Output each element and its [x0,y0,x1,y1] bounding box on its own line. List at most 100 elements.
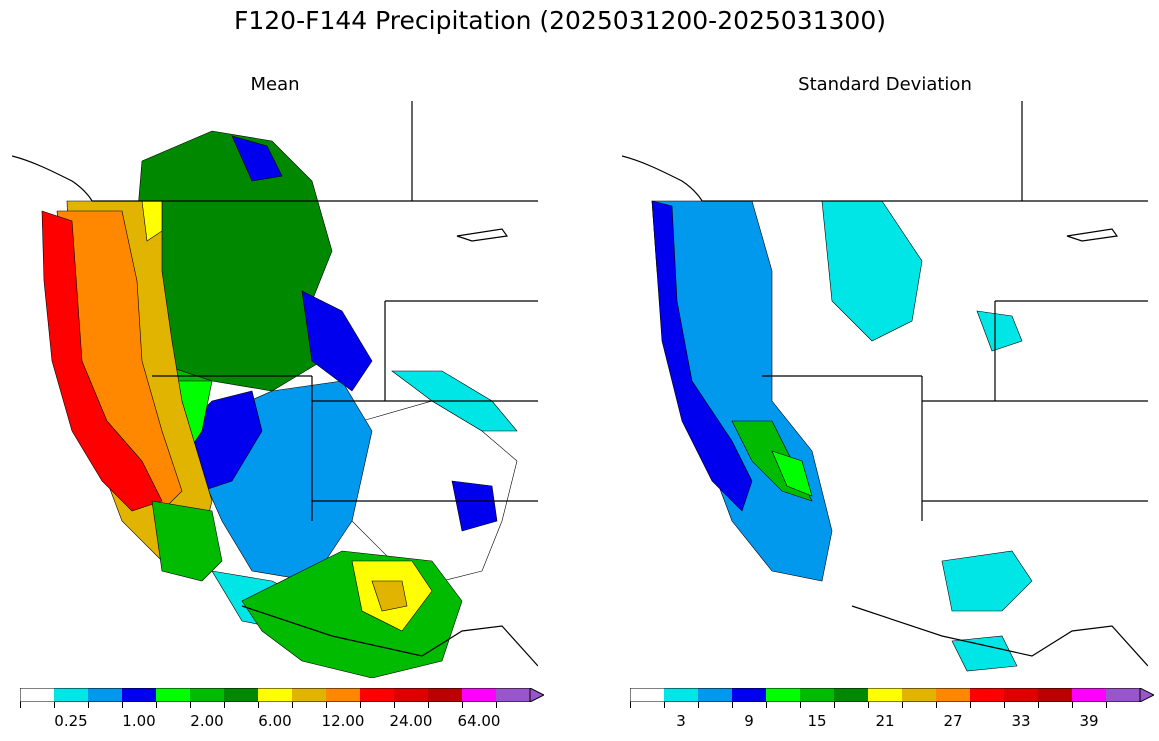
std-colorbar-tick-label: 15 [807,712,827,730]
mean-region-coast-red [41,210,163,512]
mean-colorbar-tick-mark [54,702,55,708]
std-colorbar-bin [1072,688,1107,702]
mean-colorbar-tick-label: 64.00 [457,712,501,730]
figure-title: F120-F144 Precipitation (2025031200-2025… [233,6,886,35]
std-colorbar-tick-mark [766,702,767,708]
mean-colorbar-bin [292,688,327,702]
mean-colorbar-ticks: 0.25 1.00 2.00 6.00 12.00 24.00 64.00 [20,702,550,738]
mean-colorbar-bin [156,688,191,702]
mean-colorbar-bin [224,688,259,702]
mean-regions [41,130,518,678]
mean-colorbar-tick-mark [292,702,293,708]
mean-region-deep-blue-e [451,480,498,532]
std-colorbar-tick-mark [1004,702,1005,708]
mean-colorbar-bin [462,688,497,702]
std-colorbar-ticks: 3 9 15 21 27 33 39 [630,702,1159,738]
mean-panel-title: Mean [250,74,300,95]
std-colorbar-tick-mark [664,702,665,708]
mean-region-sw-gold [371,580,408,612]
mean-map [12,101,538,678]
mean-colorbar-bin [496,688,530,702]
std-colorbar-bin [868,688,903,702]
std-map [622,101,1148,678]
std-colorbar-bin [1004,688,1039,702]
std-colorbar-tick-label: 33 [1011,712,1031,730]
mean-colorbar-tick-label: 2.00 [190,712,224,730]
std-colorbar-bin [834,688,869,702]
mean-colorbar-tick-mark [258,702,259,708]
mean-colorbar-bin [360,688,395,702]
std-region-cyan-sw [941,550,1033,612]
std-colorbar-tick-label: 9 [744,712,754,730]
std-map-panel [622,101,1148,678]
mean-colorbar-bin [20,688,55,702]
mean-colorbar-bin [326,688,361,702]
mean-colorbar-tick-label: 24.00 [389,712,433,730]
std-colorbar-bin [1106,688,1140,702]
mean-colorbar-bin [88,688,123,702]
std-colorbar-bin [800,688,835,702]
std-colorbar-tick-mark [834,702,835,708]
std-colorbar-tick-mark [698,702,699,708]
std-colorbar-tick-mark [970,702,971,708]
mean-colorbar-tick-mark [326,702,327,708]
mean-colorbar-tick-mark [156,702,157,708]
mean-colorbar-tick-mark [394,702,395,708]
mean-colorbar-bin [428,688,463,702]
std-colorbar-tick-mark [732,702,733,708]
std-colorbar-tick-label: 3 [676,712,686,730]
std-colorbar-bin [1038,688,1073,702]
mean-region-deep-blue-n [231,135,283,182]
mean-colorbar-tick-mark [496,702,497,708]
mean-colorbar-tick-mark [20,702,21,708]
std-colorbar-tick-mark [1038,702,1039,708]
mean-borders [12,101,538,667]
mean-colorbar-extend [529,688,544,702]
std-colorbar-tick-mark [630,702,631,708]
mean-colorbar-tick-mark [462,702,463,708]
std-colorbar-bin [766,688,801,702]
std-colorbar-tick-mark [902,702,903,708]
mean-map-panel [12,101,538,678]
mean-colorbar-tick-label: 12.00 [321,712,365,730]
std-colorbar-bin [732,688,767,702]
std-colorbar-tick-mark [868,702,869,708]
std-colorbar-tick-mark [1106,702,1107,708]
mean-region-socal-green [151,500,223,582]
std-region-cyan-s [951,635,1018,672]
mean-colorbar-tick-mark [122,702,123,708]
mean-colorbar-bin [190,688,225,702]
mean-colorbar-bin [394,688,429,702]
mean-colorbar-tick-mark [224,702,225,708]
std-colorbar [630,688,1154,702]
std-colorbar-extend [1139,688,1154,702]
std-borders [622,101,1148,667]
std-colorbar-bin [698,688,733,702]
std-colorbar-tick-label: 27 [943,712,963,730]
mean-colorbar-bin [258,688,293,702]
mean-colorbar-tick-label: 0.25 [54,712,88,730]
std-colorbar-bin [936,688,971,702]
mean-colorbar-tick-mark [190,702,191,708]
std-colorbar-bin [630,688,665,702]
std-region-cyan-ne [976,310,1023,352]
mean-colorbar-bin [122,688,157,702]
std-colorbar-tick-mark [800,702,801,708]
mean-colorbar-bin [54,688,89,702]
mean-region-deep-blue-ne [301,290,373,392]
std-colorbar-bin [970,688,1005,702]
mean-colorbar-tick-mark [88,702,89,708]
std-region-coast-deep [651,200,753,512]
std-panel-title: Standard Deviation [798,74,972,95]
mean-colorbar-tick-mark [360,702,361,708]
mean-colorbar-tick-mark [428,702,429,708]
std-colorbar-tick-mark [1072,702,1073,708]
std-region-sierra-lime [771,450,813,497]
std-colorbar-tick-mark [936,702,937,708]
mean-colorbar-tick-label: 6.00 [258,712,292,730]
mean-colorbar [20,688,544,702]
std-regions [651,200,1033,672]
std-colorbar-bin [902,688,937,702]
std-colorbar-tick-label: 39 [1079,712,1099,730]
std-colorbar-tick-label: 21 [875,712,895,730]
